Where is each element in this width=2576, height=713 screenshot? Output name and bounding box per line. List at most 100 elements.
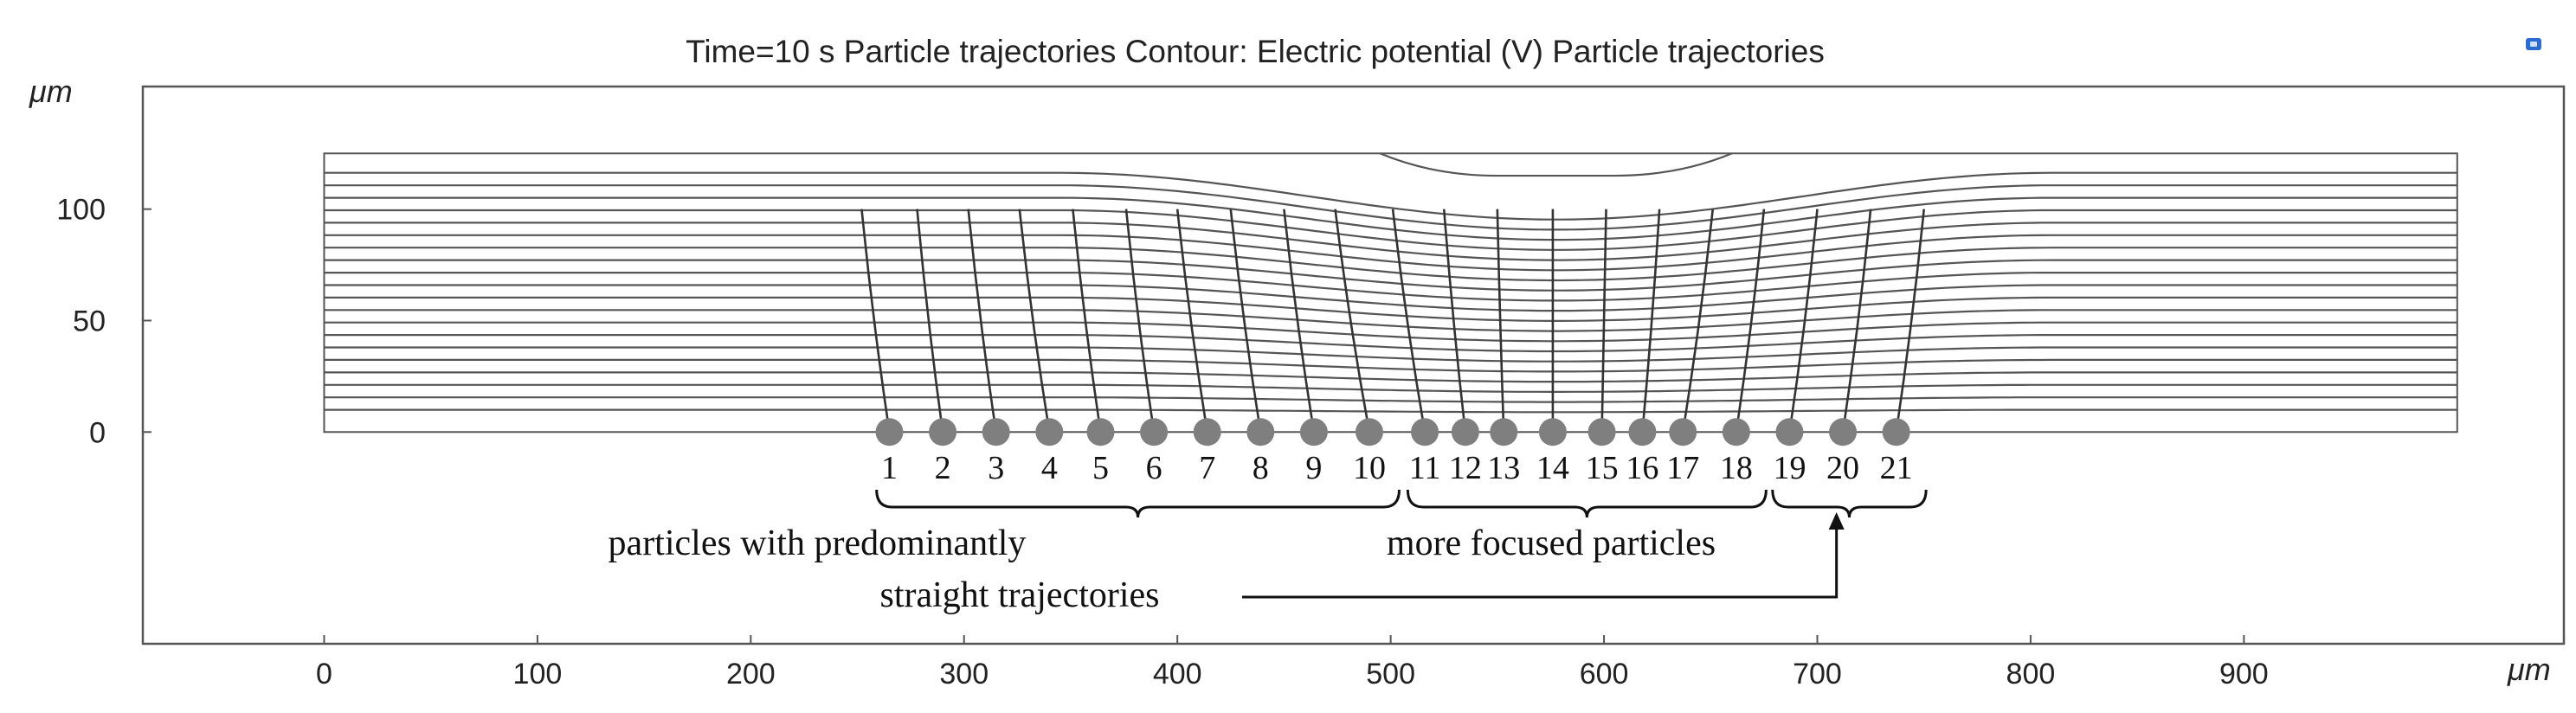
particle-label: 15 [1586, 450, 1619, 486]
contour-line [324, 272, 2457, 302]
brace-group-19-21 [1771, 489, 1928, 518]
particle-marker [1829, 418, 1858, 446]
particle-label: 4 [1041, 450, 1058, 486]
particle-label: 8 [1253, 450, 1269, 486]
contour-line [324, 259, 2457, 292]
annotation-arrow-head [1828, 512, 1845, 530]
contour-line [324, 396, 2457, 403]
particle-trajectory [1124, 209, 1156, 433]
particle-label: 1 [881, 450, 898, 486]
particle-marker [1035, 418, 1064, 446]
particle-label: 9 [1305, 450, 1322, 486]
particle-marker [1451, 418, 1479, 446]
annotation-straight-particles: particles with predominantly [609, 524, 1027, 563]
particle-label: 2 [935, 450, 951, 486]
contour-line [324, 321, 2457, 343]
contour-line [324, 234, 2457, 272]
contour-line [324, 247, 2457, 282]
particle-label: 13 [1487, 450, 1520, 486]
particle-marker [1086, 418, 1115, 446]
x-tick-label: 0 [316, 658, 332, 691]
particle-trajectory [1283, 209, 1316, 433]
x-tick-label: 900 [2219, 658, 2269, 691]
contour-line [324, 284, 2457, 312]
particle-label: 20 [1826, 450, 1859, 486]
particle-trajectory [1442, 209, 1467, 433]
annotation-straight-trajectories: straight trajectories [879, 575, 1159, 615]
x-tick-label: 300 [939, 658, 989, 691]
contour-line [324, 296, 2457, 322]
particle-label: 21 [1880, 450, 1913, 486]
particle-marker [1669, 418, 1697, 446]
x-tick-label: 700 [1793, 658, 1842, 691]
y-tick-label: 100 [56, 194, 106, 227]
particle-marker [1882, 418, 1910, 446]
particle-marker [1628, 418, 1657, 446]
particle-marker [1246, 418, 1275, 446]
contour-line [324, 171, 2457, 221]
x-tick-label: 400 [1153, 658, 1202, 691]
particle-trajectory [1391, 209, 1426, 433]
particle-marker [929, 418, 957, 446]
particle-trajectory [1681, 209, 1715, 433]
contour-line [324, 358, 2457, 373]
particle-trajectory [1735, 209, 1766, 433]
particle-trajectory [1895, 209, 1925, 433]
electrode-gap-contour [1379, 152, 1733, 177]
particle-label: 7 [1199, 450, 1215, 486]
y-tick-label: 50 [73, 305, 106, 337]
annotation-focused-particles: more focused particles [1387, 524, 1716, 563]
particle-label: 6 [1146, 450, 1162, 486]
particle-label: 19 [1773, 450, 1806, 486]
particle-marker [1411, 418, 1439, 446]
particle-label: 5 [1092, 450, 1109, 486]
plot-frame [141, 85, 2566, 646]
contour-line [324, 371, 2457, 383]
contour-line [324, 408, 2457, 414]
brace-straight-particles [875, 489, 1401, 518]
chart-title: Time=10 s Particle trajectories Contour:… [686, 34, 1825, 69]
contour-line [324, 346, 2457, 363]
contour-line [324, 334, 2457, 353]
y-tick-label: 0 [89, 416, 106, 449]
x-tick-label: 200 [726, 658, 776, 691]
contour-line [324, 184, 2457, 231]
x-axis-label: μm [2507, 652, 2551, 687]
particle-label: 12 [1449, 450, 1482, 486]
particle-trajectory [860, 209, 891, 433]
contour-line [324, 222, 2457, 261]
particle-trajectory [1788, 209, 1819, 433]
particle-label: 14 [1536, 450, 1569, 486]
particle-trajectory [1600, 209, 1607, 433]
particle-label: 11 [1409, 450, 1441, 486]
particle-label: 3 [988, 450, 1004, 486]
contour-line [324, 309, 2457, 332]
particle-marker [1538, 418, 1567, 446]
particle-marker [1193, 418, 1221, 446]
particle-label: 18 [1720, 450, 1753, 486]
channel-boundary [323, 152, 2458, 434]
particle-trajectory [1175, 209, 1208, 433]
particle-marker [982, 418, 1010, 446]
particle-marker [1355, 418, 1383, 446]
annotation-arrow-line [1242, 523, 1839, 599]
particle-label: 17 [1666, 450, 1699, 486]
particle-trajectory [967, 209, 998, 433]
x-tick-label: 800 [2006, 658, 2056, 691]
particle-label: 16 [1626, 450, 1658, 486]
brace-focused-particles [1406, 489, 1768, 518]
particle-marker [1299, 418, 1328, 446]
particle-trajectory [1072, 209, 1102, 433]
particle-marker [875, 418, 904, 446]
y-axis-label: μm [29, 74, 73, 109]
particle-trajectory [1334, 209, 1371, 433]
x-tick-label: 600 [1580, 658, 1629, 691]
contour-line [324, 196, 2457, 241]
particle-trajectory [1641, 209, 1661, 433]
color-legend-icon[interactable] [2526, 38, 2541, 50]
particle-trajectory [1841, 209, 1872, 433]
particle-marker [1490, 418, 1518, 446]
particle-marker [1587, 418, 1616, 446]
particle-marker [1775, 418, 1804, 446]
